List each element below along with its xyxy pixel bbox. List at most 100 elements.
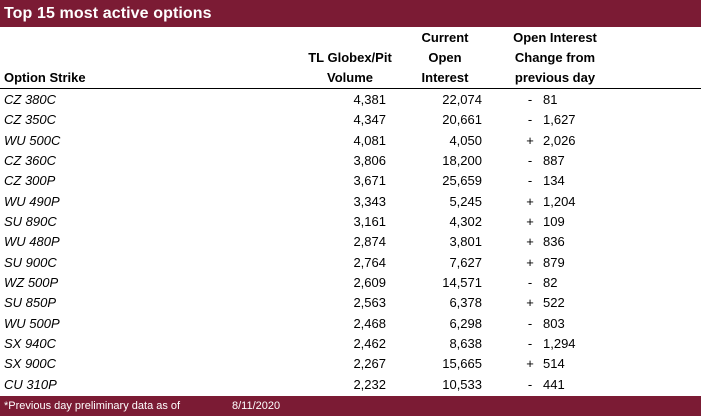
cell-strike: CZ 350C — [4, 112, 57, 128]
header-strike-label: Option Strike — [4, 70, 86, 85]
cell-volume: 2,563 — [353, 295, 386, 311]
cell-strike: SU 900C — [4, 254, 57, 270]
table-row: SX 940C 2,462 8,638 -1,294 — [0, 333, 701, 353]
header-volume: TL Globex/Pit Volume — [300, 48, 400, 88]
cell-change-sign: - — [527, 92, 533, 107]
cell-change-value: 82 — [543, 275, 558, 291]
header-oi-line2: Open — [428, 50, 462, 65]
table-row: WU 490P 3,343 5,245 +1,204 — [0, 191, 701, 211]
table-row: CZ 350C 4,347 20,661 -1,627 — [0, 109, 701, 129]
cell-volume: 4,381 — [353, 92, 386, 107]
cell-open-interest: 22,074 — [442, 92, 482, 107]
cell-open-interest: 5,245 — [449, 193, 482, 209]
cell-change-sign: - — [527, 112, 533, 128]
table-row: WZ 500P 2,609 14,571 -82 — [0, 272, 701, 292]
table-row: SU 890C 3,161 4,302 +109 — [0, 211, 701, 231]
table-row: WU 500C 4,081 4,050 +2,026 — [0, 130, 701, 150]
cell-open-interest: 6,378 — [449, 295, 482, 311]
cell-volume: 2,764 — [353, 254, 386, 270]
cell-volume: 2,462 — [353, 336, 386, 352]
cell-open-interest: 20,661 — [442, 112, 482, 128]
cell-strike: WU 480P — [4, 234, 60, 250]
cell-volume: 2,267 — [353, 356, 386, 372]
footer-note: *Previous day preliminary data as of — [4, 400, 181, 412]
footer-bar: *Previous day preliminary data as of 8/1… — [0, 396, 701, 416]
table-row: SX 900C 2,267 15,665 +514 — [0, 353, 701, 373]
cell-change-value: 514 — [543, 356, 565, 372]
cell-strike: CU 310P — [4, 376, 57, 392]
cell-strike: WU 490P — [4, 193, 60, 209]
cell-change-sign: - — [527, 275, 533, 291]
header-oi-line3: Interest — [421, 70, 469, 85]
cell-change-value: 836 — [543, 234, 565, 250]
table-row: CZ 360C 3,806 18,200 -887 — [0, 150, 701, 170]
cell-change-sign: + — [526, 132, 534, 148]
header-oi-change: Open Interest Change from previous day — [490, 28, 620, 88]
cell-change-value: 879 — [543, 254, 565, 270]
header-chg-line3: previous day — [514, 70, 596, 85]
cell-change-value: 109 — [543, 214, 565, 230]
cell-change-sign: + — [526, 193, 534, 209]
table-row: SU 850P 2,563 6,378 +522 — [0, 292, 701, 312]
header-rule — [0, 88, 701, 89]
cell-volume: 4,081 — [353, 132, 386, 148]
cell-change-value: 803 — [543, 315, 565, 331]
cell-open-interest: 6,298 — [449, 315, 482, 331]
cell-open-interest: 8,638 — [449, 336, 482, 352]
table-row: CZ 380C 4,381 22,074 -81 — [0, 89, 701, 109]
header-oi-line1: Current — [421, 30, 469, 45]
cell-change-value: 2,026 — [543, 132, 576, 148]
cell-volume: 2,609 — [353, 275, 386, 291]
cell-open-interest: 14,571 — [442, 275, 482, 291]
header-volume-line1: TL Globex/Pit — [308, 50, 392, 65]
cell-open-interest: 4,302 — [449, 214, 482, 230]
cell-change-sign: + — [526, 356, 534, 372]
header-chg-line1: Open Interest — [513, 30, 597, 45]
cell-strike: SU 890C — [4, 214, 57, 230]
cell-volume: 3,806 — [353, 153, 386, 169]
cell-change-value: 1,627 — [543, 112, 576, 128]
cell-open-interest: 10,533 — [442, 376, 482, 392]
cell-change-sign: + — [526, 295, 534, 311]
cell-change-sign: - — [527, 336, 533, 352]
cell-open-interest: 15,665 — [442, 356, 482, 372]
footer-date: 8/11/2020 — [232, 400, 281, 412]
cell-change-value: 134 — [543, 173, 565, 189]
cell-change-sign: - — [527, 315, 533, 331]
cell-strike: SU 850P — [4, 295, 57, 311]
cell-strike: SX 940C — [4, 336, 57, 352]
cell-volume: 2,874 — [353, 234, 386, 250]
cell-change-sign: + — [526, 254, 534, 270]
cell-open-interest: 18,200 — [442, 153, 482, 169]
cell-volume: 4,347 — [353, 112, 386, 128]
table-body: CZ 380C 4,381 22,074-81 CZ 350C 4,347 20,661-… — [0, 89, 701, 394]
cell-volume: 3,161 — [353, 214, 386, 230]
cell-open-interest: 4,050 — [449, 132, 482, 148]
cell-strike: WU 500P — [4, 315, 60, 331]
header-volume-line2: Volume — [327, 70, 373, 85]
cell-change-sign: + — [526, 234, 534, 250]
cell-open-interest: 3,801 — [449, 234, 482, 250]
cell-volume: 3,343 — [353, 193, 386, 209]
cell-strike: CZ 300P — [4, 173, 56, 189]
title-bar: Top 15 most active options — [0, 0, 701, 27]
header-option-strike: Option Strike — [4, 68, 86, 88]
header-chg-line2: Change from — [514, 50, 596, 65]
cell-volume: 2,468 — [353, 315, 386, 331]
cell-change-value: 81 — [543, 92, 558, 107]
cell-strike: WZ 500P — [4, 275, 59, 291]
cell-change-value: 887 — [543, 153, 565, 169]
cell-change-sign: + — [526, 214, 534, 230]
cell-change-sign: - — [527, 173, 533, 189]
cell-volume: 3,671 — [353, 173, 386, 189]
cell-change-sign: - — [527, 153, 533, 169]
cell-strike: WU 500C — [4, 132, 61, 148]
header-open-interest: Current Open Interest — [410, 28, 480, 88]
cell-change-value: 1,204 — [543, 193, 576, 209]
cell-open-interest: 25,659 — [442, 173, 482, 189]
cell-volume: 2,232 — [353, 376, 386, 392]
table-row: WU 500P 2,468 6,298 -803 — [0, 313, 701, 333]
table-row: SU 900C 2,764 7,627 +879 — [0, 252, 701, 272]
table-row: WU 480P 2,874 3,801 +836 — [0, 231, 701, 251]
